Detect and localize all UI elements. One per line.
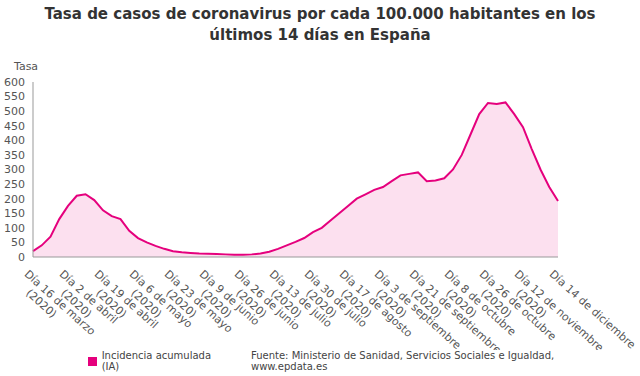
svg-text:500: 500 (8, 105, 25, 118)
svg-text:400: 400 (8, 134, 25, 147)
svg-text:200: 200 (8, 193, 25, 206)
svg-text:350: 350 (8, 149, 25, 162)
svg-text:0: 0 (18, 251, 25, 264)
svg-text:150: 150 (8, 207, 25, 220)
svg-text:450: 450 (8, 120, 25, 133)
svg-text:300: 300 (8, 163, 25, 176)
svg-text:100: 100 (8, 222, 25, 235)
svg-text:Día 14 de diciembre: Día 14 de diciembre (547, 268, 632, 350)
svg-text:550: 550 (8, 90, 25, 103)
svg-text:Día 17 de agosto(2020): Día 17 de agosto(2020) (328, 268, 415, 350)
svg-text:50: 50 (11, 236, 25, 249)
svg-text:250: 250 (8, 178, 25, 191)
svg-text:600: 600 (8, 76, 25, 89)
svg-text:Día 26 de octubre(2020): Día 26 de octubre(2020) (468, 268, 559, 350)
svg-text:Día 16 de marzo(2020): Día 16 de marzo(2020) (13, 268, 98, 348)
svg-text:Día 23 de mayo(2020): Día 23 de mayo(2020) (153, 268, 235, 346)
svg-text:Día 8 de octubre(2020): Día 8 de octubre(2020) (433, 268, 519, 349)
